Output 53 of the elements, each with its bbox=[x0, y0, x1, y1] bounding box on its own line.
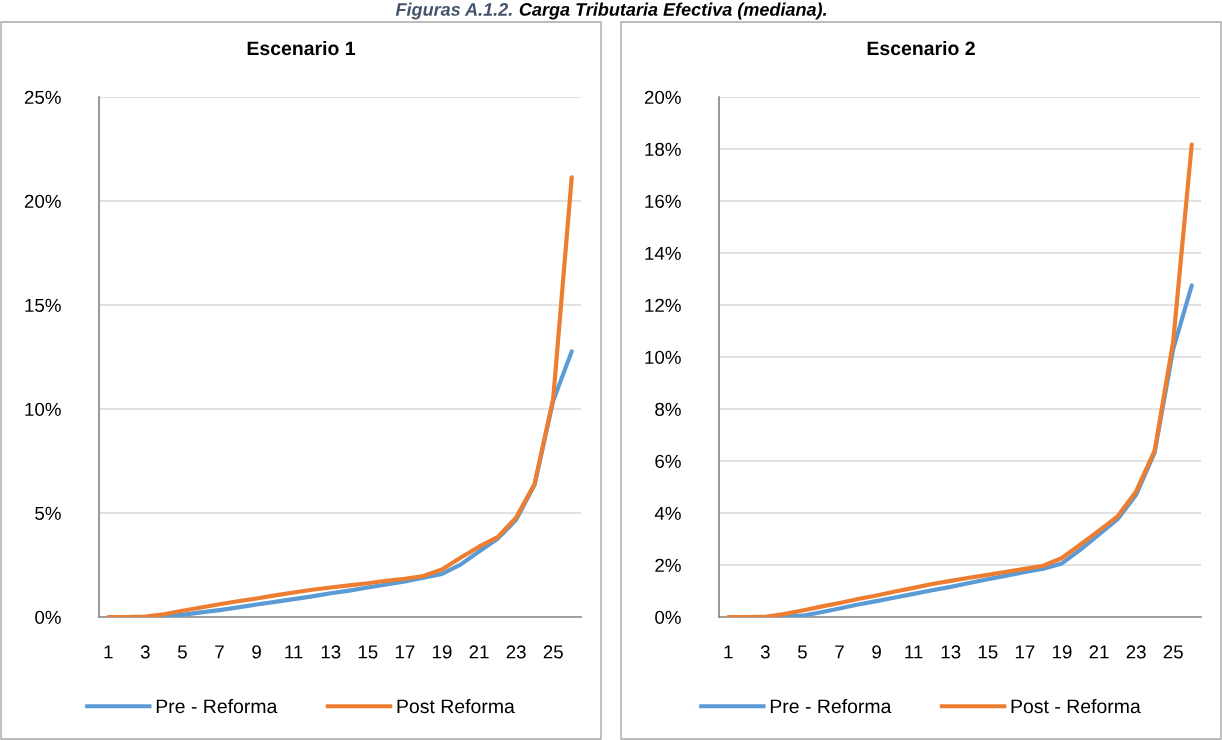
y-tick-label: 15% bbox=[25, 298, 61, 312]
y-tick-label: 6% bbox=[655, 454, 681, 468]
y-tick-label: 12% bbox=[645, 298, 681, 312]
y-tick-label: 16% bbox=[645, 194, 681, 208]
x-tick-label: 1 bbox=[724, 645, 733, 659]
y-tick-label: 4% bbox=[654, 506, 681, 520]
y-tick-label: 14% bbox=[645, 246, 681, 260]
x-tick-label: 25 bbox=[1163, 645, 1183, 659]
y-tick-label: 18% bbox=[645, 142, 681, 156]
legend-label: Post - Reforma bbox=[1011, 698, 1141, 714]
x-tick-label: 15 bbox=[358, 645, 378, 659]
x-tick-label: 23 bbox=[1126, 645, 1146, 659]
x-tick-label: 7 bbox=[835, 645, 844, 659]
y-tick-label: 20% bbox=[644, 90, 681, 104]
x-tick-label: 17 bbox=[395, 645, 415, 659]
y-tick-label: 0% bbox=[655, 610, 681, 624]
text: Figuras A.1.2. bbox=[395, 2, 512, 20]
y-tick-label: 20% bbox=[24, 194, 61, 208]
chart-title: Escenario 2 bbox=[867, 40, 975, 56]
x-tick-label: 3 bbox=[140, 645, 150, 659]
x-tick-label: 15 bbox=[978, 645, 998, 659]
x-tick-label: 5 bbox=[177, 645, 187, 659]
x-tick-label: 13 bbox=[941, 645, 961, 659]
x-tick-label: 5 bbox=[797, 645, 807, 659]
x-tick-label: 21 bbox=[1089, 645, 1109, 659]
y-tick-label: 2% bbox=[655, 558, 681, 572]
x-tick-label: 23 bbox=[506, 645, 526, 659]
y-tick-label: 10% bbox=[645, 350, 681, 364]
x-tick-label: 9 bbox=[872, 645, 881, 659]
line-series bbox=[106, 175, 574, 617]
x-tick-label: 1 bbox=[104, 645, 113, 659]
x-tick-label: 21 bbox=[469, 645, 489, 659]
legend-label: Pre - Reforma bbox=[770, 698, 892, 714]
y-tick-label: 0% bbox=[35, 610, 61, 624]
x-tick-label: 11 bbox=[905, 645, 923, 659]
chart-title: Escenario 1 bbox=[247, 40, 356, 56]
x-tick-label: 13 bbox=[321, 645, 341, 659]
x-tick-label: 25 bbox=[543, 645, 563, 659]
y-tick-label: 10% bbox=[25, 402, 61, 416]
line-series bbox=[726, 142, 1194, 617]
x-tick-label: 17 bbox=[1015, 645, 1035, 659]
y-tick-label: 5% bbox=[35, 506, 61, 520]
y-tick-label: 25% bbox=[24, 90, 61, 104]
x-tick-label: 7 bbox=[215, 645, 224, 659]
x-tick-label: 3 bbox=[760, 645, 770, 659]
legend-label: Post Reforma bbox=[397, 698, 515, 714]
x-tick-label: 11 bbox=[285, 645, 303, 659]
text: Carga Tributaria Efectiva (mediana). bbox=[519, 2, 827, 20]
y-tick-label: 8% bbox=[655, 402, 681, 416]
x-tick-label: 9 bbox=[252, 645, 261, 659]
legend-label: Pre - Reforma bbox=[156, 698, 278, 714]
x-tick-label: 19 bbox=[1052, 645, 1072, 659]
x-tick-label: 19 bbox=[432, 645, 452, 659]
